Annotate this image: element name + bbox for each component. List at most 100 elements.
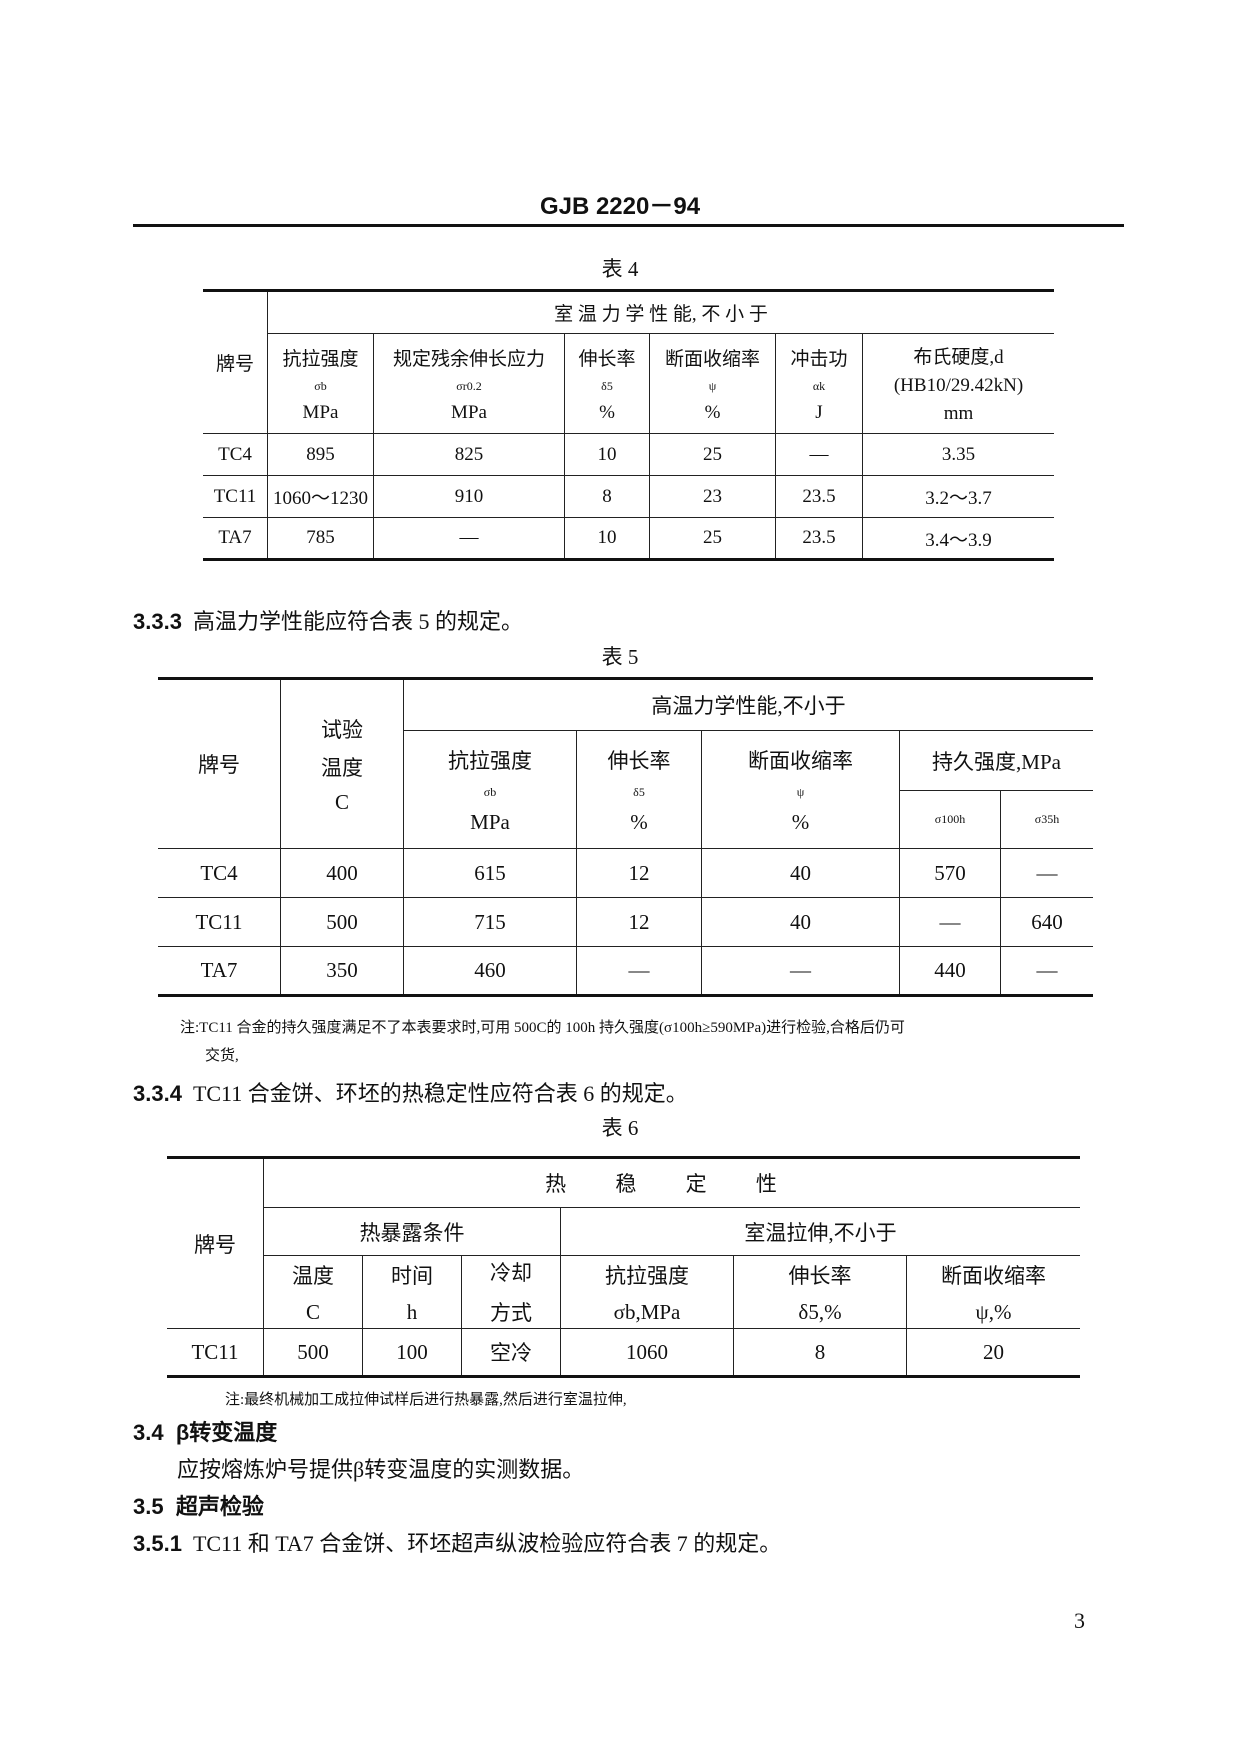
table-cell: 10 (564, 433, 650, 476)
group-header: 高温力学性能,不小于 (403, 677, 1093, 731)
section-3-4-heading: 3.4 β转变温度 (133, 1415, 277, 1447)
cell-text: δ5 (633, 784, 645, 799)
cell-text: αk (812, 378, 826, 393)
cell-text: TC11 合金饼、环坯的热稳定性应符合表 6 的规定。 (192, 1081, 688, 1106)
column-header: 布氏硬度,d (HB10/29.42kN) mm (862, 333, 1054, 434)
cell-text: δ5 (601, 378, 613, 393)
column-header: 规定残余伸长应力 σr0.2 MPa (373, 333, 565, 434)
table-cell: — (899, 897, 1001, 947)
cell-text: σr0.2 (456, 378, 482, 393)
table-row: TC4 895 825 10 25—3.35 (203, 433, 1054, 476)
cell-text: 3.3.4 (133, 1081, 182, 1106)
cell-text: 断面收缩率 (748, 748, 853, 773)
table-cell: 825 (373, 433, 565, 476)
cell-text: 规定残余伸长应力 (392, 348, 545, 370)
document-code-header: GJB 2220－94 (539, 193, 701, 220)
cell-text: C (305, 1299, 320, 1324)
table-row: TC4 400 615 12 40 570— (158, 848, 1093, 898)
table-row: TC11 1060～1230 910 8 23 23.5 3.2～3.7 (203, 475, 1054, 518)
table-cell: 1060 (560, 1328, 734, 1378)
column-header: 抗拉强度 σb MPa (267, 333, 374, 434)
section-3-5-heading: 3.5 超声检验 (133, 1489, 264, 1521)
cell-text: h (406, 1299, 418, 1324)
cell-text: δ5,% (798, 1299, 842, 1324)
cell-text: MPa (451, 401, 487, 423)
table5-caption: 表 5 (601, 645, 639, 669)
table-cell: 23.5 (775, 517, 863, 561)
cell-text: ψ (708, 378, 717, 393)
table5-note-cont: 交货, (205, 1048, 239, 1064)
table-cell: 断面收缩率 ψ,% (906, 1255, 1080, 1329)
table-cell: TA7 (203, 517, 268, 561)
table-5: 牌号 试验 温度 C 高温力学性能,不小于 抗拉强度 σb MPa 伸长率 δ5% 断面收… (158, 677, 1093, 997)
grade-header: 牌号 (203, 289, 268, 434)
cell-text: σb (314, 378, 327, 393)
cell-text: 布氏硬度,d (913, 347, 1004, 368)
cell-text: 超声检验 (175, 1494, 264, 1519)
table-cell: 20 (906, 1328, 1080, 1378)
group-header: 室 温 力 学 性 能, 不 小 于 (267, 289, 1054, 334)
column-header: 断面收缩率 ψ% (649, 333, 776, 434)
table-cell: 100 (362, 1328, 462, 1378)
table-cell: TC11 (167, 1328, 264, 1378)
table-cell: 12 (576, 897, 702, 947)
cell-text: 时间 (391, 1263, 433, 1288)
table-cell: — (576, 946, 702, 997)
cell-text: 抗拉强度 (605, 1263, 689, 1288)
cell-text: 伸长率 (578, 348, 636, 370)
cell-text: 温度 (292, 1263, 334, 1288)
table-cell: 12 (576, 848, 702, 898)
temp-header: 试验 温度 C (280, 677, 404, 849)
column-header: 抗拉强度 σb MPa (403, 730, 577, 849)
table-cell: — (1000, 946, 1093, 997)
table-cell: 715 (403, 897, 577, 947)
cell-text: 冲击功 (790, 348, 848, 370)
cell-text: 试验 (321, 717, 363, 742)
cell-text: σb (483, 784, 497, 799)
cell-text: 3.5.1 (133, 1531, 182, 1556)
table-cell: 460 (403, 946, 577, 997)
table-cell: 伸长率 δ5,% (733, 1255, 907, 1329)
table-cell: TA7 (158, 946, 281, 997)
table-row: TA7 350 460— —440— (158, 946, 1093, 997)
table-cell: TC11 (203, 475, 268, 518)
table-row: σ100h σ35h (158, 790, 1093, 849)
table-row: 热暴露条件 室温拉伸,不小于 (167, 1207, 1080, 1256)
table-4: 牌号 室 温 力 学 性 能, 不 小 于 抗拉强度 σb MPa 规定残余伸长应力… (203, 289, 1054, 561)
cell-text: 冷却 (490, 1261, 532, 1285)
table-cell: 空冷 (461, 1328, 561, 1378)
table-cell: 8 (564, 475, 650, 518)
table-cell: 640 (1000, 897, 1093, 947)
table-cell: 40 (701, 848, 900, 898)
cell-text: 3.4 (133, 1420, 164, 1445)
group-header: 热 稳 定 性 (263, 1156, 1080, 1208)
column-header: 冲击功 αk J (775, 333, 863, 434)
endurance-header: 持久强度,MPa (899, 730, 1093, 791)
table-cell: σ100h (899, 790, 1001, 849)
table6-caption: 表 6 (601, 1116, 639, 1140)
table-cell: 冷却 方式 (461, 1255, 561, 1329)
section-3-3-4: 3.3.4 TC11 合金饼、环坯的热稳定性应符合表 6 的规定。 (133, 1076, 688, 1108)
section-3-5-1: 3.5.1 TC11 和 TA7 合金饼、环坯超声纵波检验应符合表 7 的规定。 (133, 1526, 781, 1558)
table-cell: 23.5 (775, 475, 863, 518)
cell-text: 抗拉强度 (282, 348, 359, 370)
table-cell: 温度 C (263, 1255, 363, 1329)
cell-text: 抗拉强度 (448, 748, 532, 773)
table-cell: TC4 (203, 433, 268, 476)
table-row: 温度 C 时间 h 冷却 方式 抗拉强度 σb,MPa 伸长率 δ5,% 断面收缩率 ψ,% (167, 1255, 1080, 1329)
table-cell: 500 (280, 897, 404, 947)
cell-text: mm (943, 403, 974, 424)
table-cell: 615 (403, 848, 577, 898)
cell-text: TC11 和 TA7 合金饼、环坯超声纵波检验应符合表 7 的规定。 (192, 1531, 782, 1556)
cell-text: 伸长率 (788, 1263, 852, 1288)
cell-text: 伸长率 (607, 748, 671, 773)
cell-text: % (599, 401, 615, 423)
cell-text: J (815, 401, 823, 423)
cell-text: C (334, 789, 349, 814)
cell-text: β转变温度 (175, 1420, 278, 1445)
column-header: 伸长率 δ5% (564, 333, 650, 434)
table5-note: 注:TC11 合金的持久强度满足不了本表要求时,可用 500C的 100h 持久… (180, 1020, 905, 1036)
table-cell: — (373, 517, 565, 561)
table-cell: 25 (649, 517, 776, 561)
table-6: 牌号 热 稳 定 性 热暴露条件 室温拉伸,不小于 温度 C 时间 h 冷却 方式 抗… (167, 1156, 1080, 1378)
